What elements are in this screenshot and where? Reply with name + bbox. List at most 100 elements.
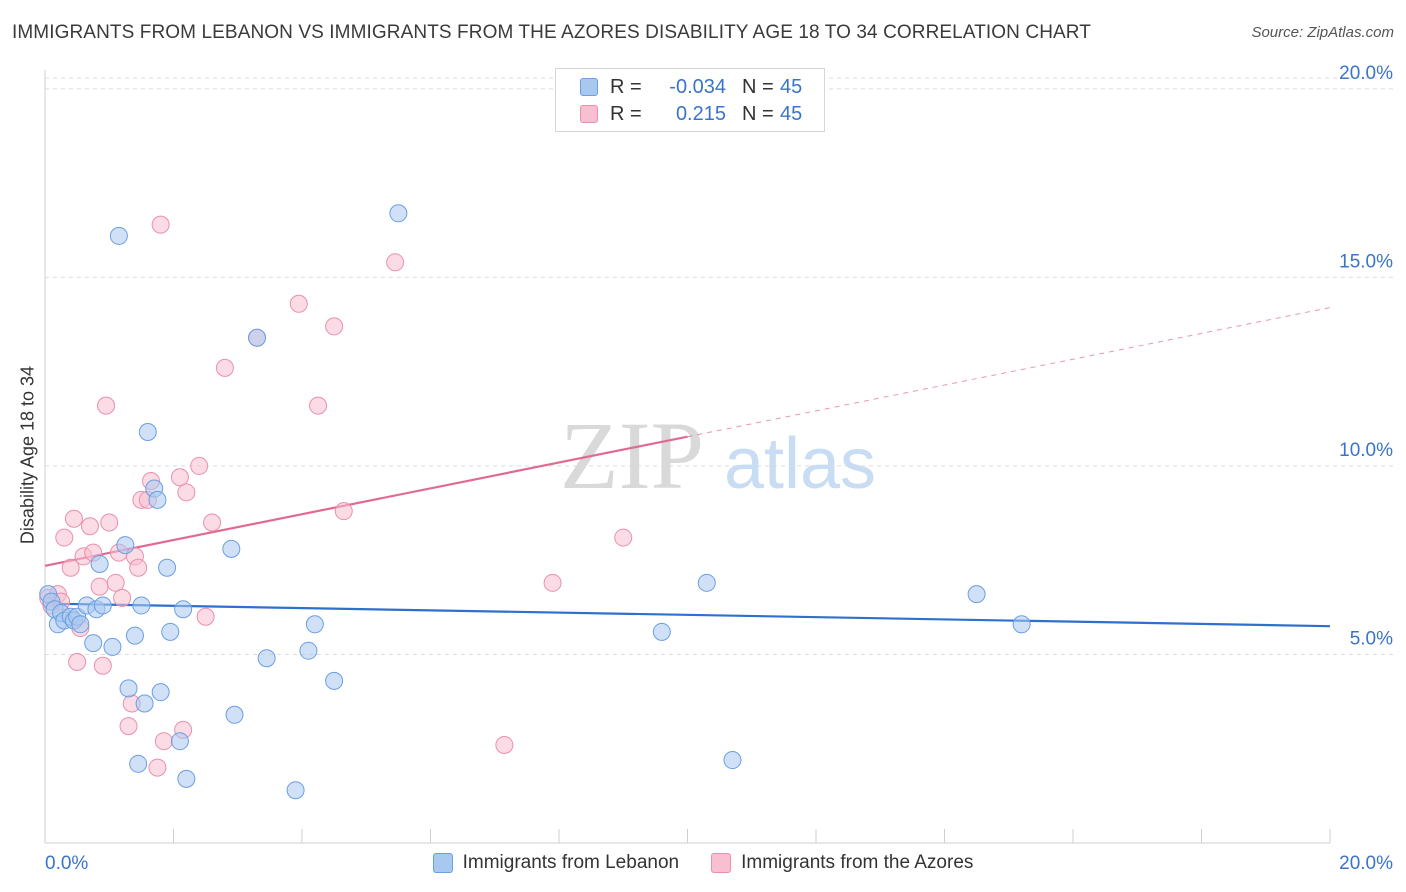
data-point-blue [132, 596, 151, 615]
data-point-blue [652, 622, 671, 641]
data-point-pink [68, 653, 87, 672]
data-point-blue [723, 751, 742, 770]
data-point-pink [100, 513, 119, 532]
data-point-pink [61, 558, 80, 577]
data-point-blue [225, 705, 244, 724]
data-point-pink [93, 656, 112, 675]
data-point-pink [55, 528, 74, 547]
data-point-pink [614, 528, 633, 547]
legend-label-azores: Immigrants from the Azores [741, 852, 974, 873]
data-point-blue [967, 585, 986, 604]
data-point-blue [116, 536, 135, 555]
data-point-blue [151, 683, 170, 702]
watermark-atlas: atlas [724, 424, 876, 504]
data-point-blue [71, 615, 90, 634]
watermark-zip: ZIP [560, 402, 704, 509]
trendlines [44, 307, 1331, 628]
data-point-blue [129, 754, 148, 773]
data-point-blue [109, 226, 128, 245]
data-point-blue [1012, 615, 1031, 634]
data-point-pink [154, 732, 173, 751]
data-point-pink [190, 456, 209, 475]
legend-item-lebanon[interactable]: Immigrants from Lebanon [432, 852, 680, 874]
data-point-pink [151, 215, 170, 234]
legend-r-label: R = [610, 75, 642, 98]
source-credit: Source: ZipAtlas.com [1251, 24, 1394, 41]
data-point-blue [697, 573, 716, 592]
legend-n-value: 45 [780, 75, 803, 98]
data-point-pink [543, 573, 562, 592]
legend-n-label: N = [742, 75, 774, 98]
legend-row-azores: R = 0.215 N = 45 [580, 101, 802, 127]
data-point-pink [119, 717, 138, 736]
data-point-pink [495, 735, 514, 754]
series-blue [39, 204, 1031, 800]
y-tick-label: 20.0% [1339, 63, 1393, 84]
data-point-blue [305, 615, 324, 634]
data-point-blue [161, 622, 180, 641]
data-point-blue [93, 596, 112, 615]
data-point-blue [248, 328, 267, 347]
data-point-blue [135, 694, 154, 713]
legend-n-value: 45 [780, 102, 803, 125]
data-point-blue [84, 634, 103, 653]
legend-n-label: N = [742, 102, 774, 125]
legend-r-label: R = [610, 102, 642, 125]
series-legend: Immigrants from Lebanon Immigrants from … [0, 852, 1406, 874]
data-point-blue [125, 626, 144, 645]
data-point-blue [119, 679, 138, 698]
data-point-blue [90, 554, 109, 573]
y-axis-label: Disability Age 18 to 34 [17, 365, 38, 545]
data-point-blue [177, 769, 196, 788]
data-point-pink [334, 502, 353, 521]
legend-r-value: 0.215 [675, 102, 726, 125]
tick-labels: 5.0% 10.0% 15.0% 20.0% 0.0% 20.0% [45, 63, 1393, 874]
data-point-pink [106, 573, 125, 592]
axes [44, 70, 1331, 844]
y-tick-label: 5.0% [1350, 628, 1393, 649]
data-point-blue [257, 649, 276, 668]
legend-swatch-pink [711, 853, 732, 873]
legend-row-lebanon: R = -0.034 N = 45 [580, 74, 802, 100]
legend-label-lebanon: Immigrants from Lebanon [462, 852, 680, 873]
data-point-pink [215, 358, 234, 377]
chart-title: IMMIGRANTS FROM LEBANON VS IMMIGRANTS FR… [12, 22, 1091, 43]
correlation-legend: R = -0.034 N = 45 R = 0.215 N = 45 [555, 68, 825, 132]
data-point-pink [80, 517, 99, 536]
legend-item-azores[interactable]: Immigrants from the Azores [711, 852, 973, 874]
x-tick-label-max: 20.0% [1339, 853, 1393, 874]
legend-swatch-blue [432, 853, 453, 873]
data-point-blue [389, 204, 408, 223]
watermark: ZIP atlas [560, 402, 876, 509]
data-point-pink [203, 513, 222, 532]
data-point-pink [177, 483, 196, 502]
data-point-blue [138, 422, 157, 441]
data-point-pink [129, 558, 148, 577]
trendline-extension-pink [687, 307, 1331, 438]
data-point-pink [325, 317, 344, 336]
data-point-blue [299, 641, 318, 660]
data-point-pink [113, 588, 132, 607]
gridlines [45, 77, 1395, 655]
data-point-pink [90, 577, 109, 596]
y-tick-label: 10.0% [1339, 440, 1393, 461]
data-point-blue [158, 558, 177, 577]
trendline-pink [44, 435, 688, 567]
data-point-pink [289, 294, 308, 313]
data-point-blue [286, 781, 305, 800]
data-point-blue [222, 539, 241, 558]
data-point-blue [148, 490, 167, 509]
data-point-blue [325, 671, 344, 690]
data-point-blue [170, 732, 189, 751]
data-point-pink [64, 509, 83, 528]
data-points [39, 204, 1031, 800]
legend-r-value: -0.034 [669, 75, 726, 98]
y-tick-label: 15.0% [1339, 251, 1393, 272]
data-point-blue [103, 637, 122, 656]
legend-swatch-blue [580, 78, 598, 96]
data-point-pink [386, 253, 405, 272]
legend-swatch-pink [580, 105, 598, 123]
data-point-pink [148, 758, 167, 777]
data-point-pink [196, 607, 215, 626]
